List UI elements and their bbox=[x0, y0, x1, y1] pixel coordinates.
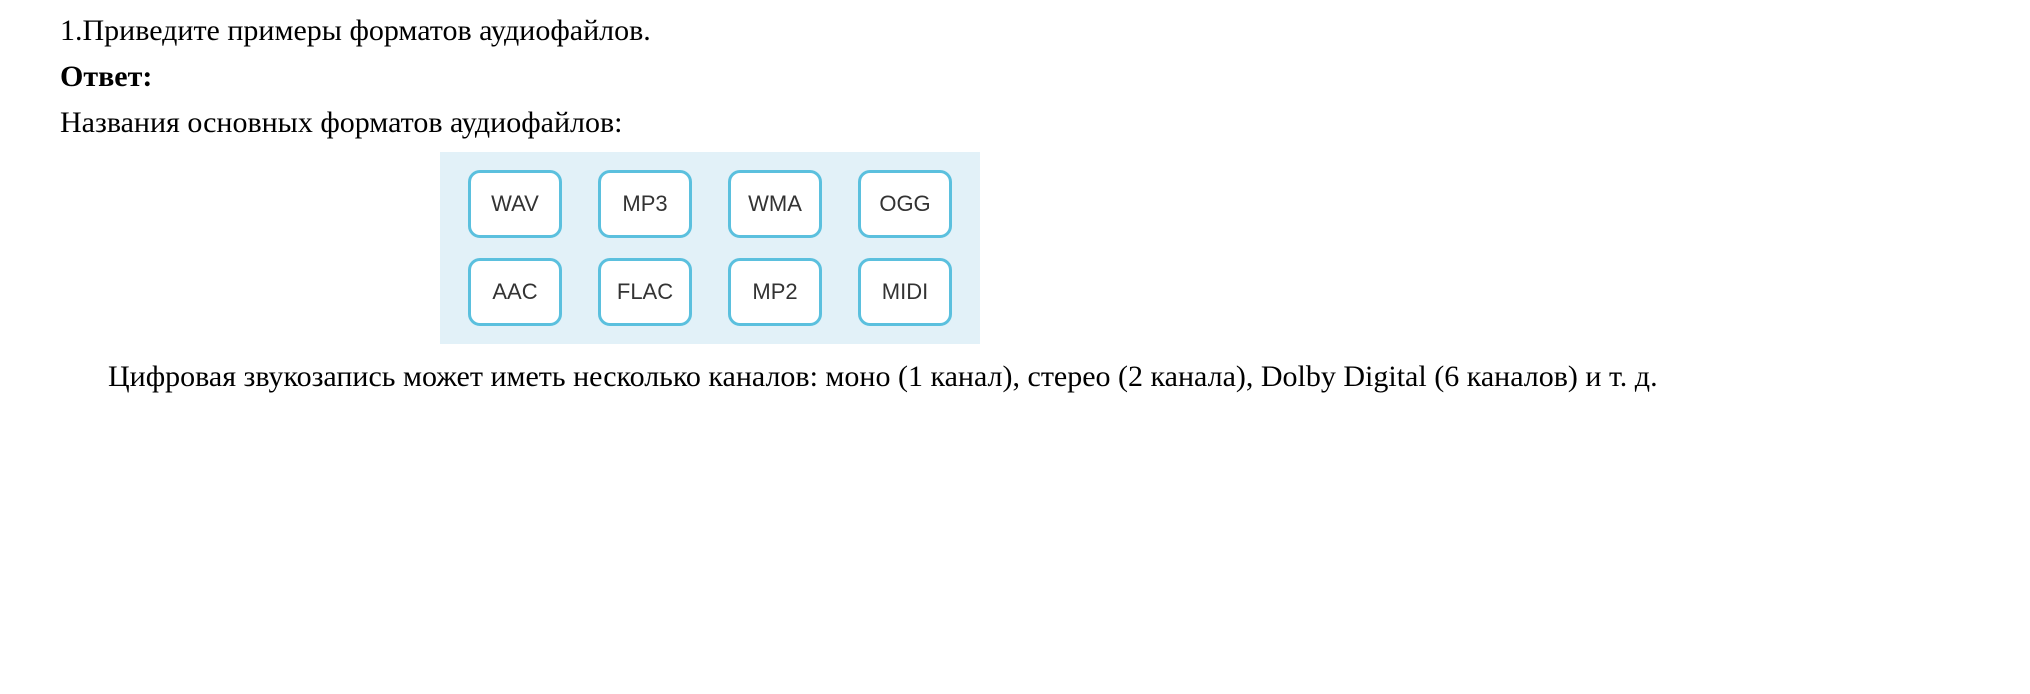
format-box-flac: FLAC bbox=[598, 258, 692, 326]
answer-label: Ответ: bbox=[60, 56, 1990, 98]
question-line: 1.Приведите примеры форматов аудиофайлов… bbox=[60, 10, 1990, 52]
conclusion-text: Цифровая звукозапись может иметь несколь… bbox=[60, 356, 1960, 398]
format-box-mp3: MP3 bbox=[598, 170, 692, 238]
format-box-midi: MIDI bbox=[858, 258, 952, 326]
question-number: 1. bbox=[60, 14, 83, 47]
question-text: Приведите примеры форматов аудиофайлов. bbox=[83, 14, 651, 47]
answer-intro: Названия основных форматов аудиофайлов: bbox=[60, 102, 1990, 144]
format-box-wma: WMA bbox=[728, 170, 822, 238]
format-box-ogg: OGG bbox=[858, 170, 952, 238]
formats-row-2: AAC FLAC MP2 MIDI bbox=[468, 258, 952, 326]
formats-row-1: WAV MP3 WMA OGG bbox=[468, 170, 952, 238]
format-box-aac: AAC bbox=[468, 258, 562, 326]
formats-container: WAV MP3 WMA OGG AAC FLAC MP2 MIDI bbox=[440, 152, 980, 344]
format-box-mp2: MP2 bbox=[728, 258, 822, 326]
format-box-wav: WAV bbox=[468, 170, 562, 238]
